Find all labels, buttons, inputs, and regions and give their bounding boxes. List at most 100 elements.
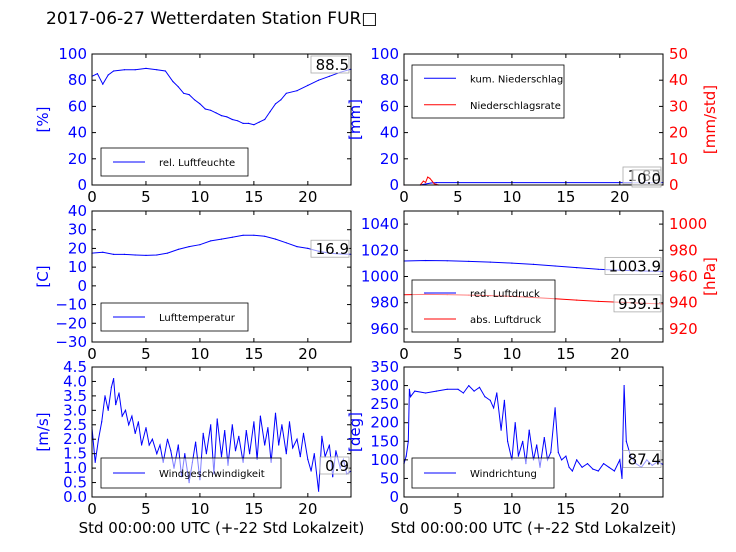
- x-tick-label: 5: [141, 345, 151, 363]
- data-point: [210, 240, 212, 242]
- data-point: [205, 453, 207, 455]
- x-tick-label: 10: [190, 345, 209, 363]
- data-point: [242, 122, 244, 124]
- data-point: [156, 69, 158, 71]
- y-tick-label: 4.0: [63, 372, 87, 390]
- data-point: [137, 421, 139, 423]
- last-value2-label: 939.1: [618, 295, 661, 313]
- last-value-label: 1003.9: [609, 257, 662, 275]
- data-point: [484, 396, 486, 398]
- data-point: [231, 118, 233, 121]
- data-point: [414, 390, 416, 392]
- y-tick-label: 250: [370, 395, 399, 413]
- data-point: [302, 432, 305, 434]
- y-axis-label: [m/s]: [34, 412, 52, 451]
- x-tick-label: 5: [141, 188, 151, 206]
- x-tick-label: 10: [190, 188, 209, 206]
- x-tick-label: 15: [556, 345, 575, 363]
- data-point: [159, 444, 161, 446]
- legend-label: Windrichtung: [470, 469, 537, 480]
- y-tick-label: 960: [370, 320, 399, 338]
- y-tick-label: 0: [389, 176, 399, 194]
- data-point: [124, 409, 127, 411]
- data-point: [478, 386, 481, 388]
- y2-axis-label: [mm/std]: [701, 85, 719, 154]
- y-tick-label: 10: [68, 258, 87, 276]
- y-tick-label: 1.5: [63, 445, 87, 463]
- data-point: [425, 259, 427, 262]
- y-tick-label: 40: [68, 202, 87, 220]
- data-point: [296, 90, 298, 92]
- y-tick-label: 20: [380, 150, 399, 168]
- data-point: [468, 385, 470, 387]
- x-axis-label: Std 00:00:00 UTC (+-22 Std Lokalzeit): [391, 519, 677, 537]
- data-point: [269, 111, 271, 113]
- y-tick-label: 0.5: [63, 474, 87, 492]
- x-tick-label: 20: [610, 345, 629, 363]
- data-point: [503, 399, 505, 401]
- x-tick-label: 20: [298, 188, 317, 206]
- data-point: [97, 438, 100, 440]
- data-point: [409, 396, 412, 398]
- chart-panel-4: 0 5 10 15 20 960 980 1000 1020 1040 920 940 960 980 10…: [361, 210, 719, 363]
- data-point: [489, 261, 491, 263]
- data-point: [292, 447, 294, 449]
- y-tick-label: 0: [77, 176, 87, 194]
- data-point: [224, 430, 226, 432]
- y-tick-label: 3.0: [63, 401, 87, 419]
- y-tick-label: −20: [55, 314, 87, 332]
- y-axis-label: [C]: [34, 265, 52, 287]
- data-point: [131, 415, 133, 417]
- data-point: [425, 392, 427, 394]
- x-tick-label: 10: [502, 500, 521, 518]
- plot-frame: [91, 53, 352, 186]
- data-point: [188, 94, 190, 96]
- y-tick-label: 20: [68, 239, 87, 257]
- value-box: [319, 456, 350, 475]
- y-tick-label: 200: [370, 414, 399, 432]
- data-point: [107, 74, 109, 76]
- y2-tick-label: 1000: [669, 215, 707, 233]
- data-point: [220, 456, 223, 458]
- x-tick-label: 0: [87, 500, 97, 518]
- x-tick-label: 15: [556, 188, 575, 206]
- data-point: [145, 67, 147, 69]
- x-axis-label: Std 00:00:00 UTC (+-22 Std Lokalzeit): [79, 519, 365, 537]
- y-tick-label: 0: [389, 488, 399, 506]
- data-point: [422, 180, 424, 182]
- y-tick-label: 1000: [361, 268, 399, 286]
- data-point: [231, 424, 233, 426]
- data-point: [586, 463, 589, 465]
- data-point: [195, 441, 197, 443]
- data-point: [581, 466, 583, 468]
- y-tick-label: 30: [68, 221, 87, 239]
- data-point: [608, 466, 610, 468]
- data-point: [335, 450, 337, 452]
- legend-label: red. Luftdruck: [470, 289, 540, 300]
- data-point: [299, 456, 301, 458]
- y-tick-label: 40: [68, 124, 87, 142]
- chart-panel-5: 0 5 10 15 20 0.00.51.01.52.02.53.03.54.04.5 [m…: [34, 358, 364, 537]
- data-point: [500, 429, 502, 431]
- data-point: [435, 390, 437, 392]
- data-point: [328, 75, 330, 77]
- y-tick-label: 150: [370, 432, 399, 450]
- data-point: [561, 459, 563, 461]
- data-point: [210, 424, 212, 426]
- data-point: [123, 253, 125, 255]
- data-point: [94, 461, 96, 463]
- data-point: [625, 440, 627, 442]
- y-tick-label: 2.5: [63, 416, 87, 434]
- data-point: [603, 463, 605, 465]
- data-point: [496, 392, 498, 394]
- legend-label: Windgeschwindigkeit: [159, 469, 265, 480]
- data-point: [597, 268, 599, 270]
- x-tick-label: 20: [610, 188, 629, 206]
- data-point: [202, 432, 204, 434]
- y-axis-label: [%]: [34, 107, 52, 133]
- data-point: [258, 121, 260, 123]
- data-point: [405, 455, 407, 457]
- data-point: [101, 421, 103, 423]
- data-point: [576, 267, 578, 269]
